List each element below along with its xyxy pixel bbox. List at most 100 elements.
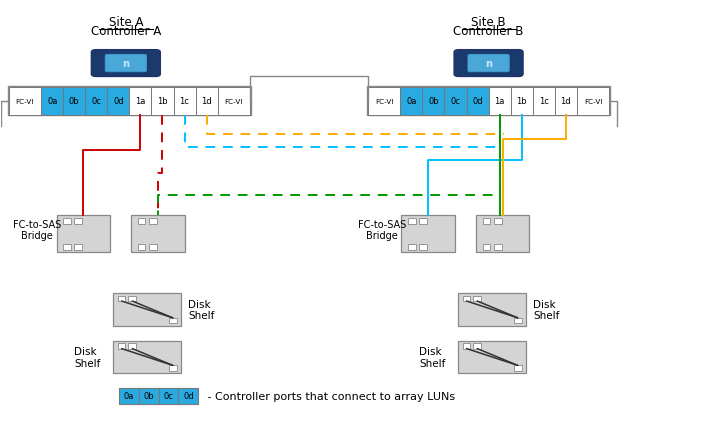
FancyBboxPatch shape — [63, 244, 71, 250]
FancyBboxPatch shape — [196, 88, 218, 116]
FancyBboxPatch shape — [41, 88, 64, 116]
Text: Site A: Site A — [109, 16, 143, 30]
Text: 1b: 1b — [157, 97, 168, 106]
FancyBboxPatch shape — [149, 244, 157, 250]
FancyBboxPatch shape — [131, 216, 184, 253]
FancyBboxPatch shape — [555, 88, 577, 116]
Text: Controller B: Controller B — [453, 25, 524, 38]
FancyBboxPatch shape — [419, 244, 427, 250]
Text: Controller A: Controller A — [91, 25, 161, 38]
FancyBboxPatch shape — [423, 88, 445, 116]
Text: 1a: 1a — [494, 97, 505, 106]
FancyBboxPatch shape — [118, 344, 126, 349]
FancyBboxPatch shape — [454, 50, 523, 77]
FancyBboxPatch shape — [114, 341, 181, 373]
FancyBboxPatch shape — [468, 55, 509, 72]
FancyBboxPatch shape — [129, 88, 151, 116]
Text: 1a: 1a — [135, 97, 146, 106]
FancyBboxPatch shape — [408, 218, 416, 224]
Text: 0c: 0c — [164, 391, 174, 401]
Text: 0b: 0b — [69, 97, 79, 106]
FancyBboxPatch shape — [401, 216, 455, 253]
FancyBboxPatch shape — [129, 296, 136, 301]
FancyBboxPatch shape — [473, 344, 481, 349]
FancyBboxPatch shape — [466, 88, 488, 116]
Text: FC-to-SAS
Bridge: FC-to-SAS Bridge — [13, 219, 61, 241]
FancyBboxPatch shape — [577, 88, 610, 116]
Text: n: n — [122, 59, 129, 69]
Text: 0c: 0c — [91, 97, 101, 106]
FancyBboxPatch shape — [408, 244, 416, 250]
FancyBboxPatch shape — [174, 88, 196, 116]
Text: FC-to-SAS
Bridge: FC-to-SAS Bridge — [358, 219, 406, 241]
FancyBboxPatch shape — [419, 218, 427, 224]
FancyBboxPatch shape — [458, 293, 526, 326]
FancyBboxPatch shape — [178, 388, 198, 404]
FancyBboxPatch shape — [476, 216, 530, 253]
Text: FC-VI: FC-VI — [584, 99, 603, 105]
FancyBboxPatch shape — [139, 388, 159, 404]
FancyBboxPatch shape — [105, 55, 146, 72]
FancyBboxPatch shape — [118, 296, 126, 301]
FancyBboxPatch shape — [129, 344, 136, 349]
FancyBboxPatch shape — [368, 88, 401, 116]
Text: 0a: 0a — [47, 97, 57, 106]
FancyBboxPatch shape — [473, 296, 481, 301]
FancyBboxPatch shape — [149, 218, 157, 224]
FancyBboxPatch shape — [218, 88, 251, 116]
FancyBboxPatch shape — [119, 388, 139, 404]
FancyBboxPatch shape — [445, 88, 466, 116]
FancyBboxPatch shape — [463, 296, 471, 301]
FancyBboxPatch shape — [463, 344, 471, 349]
FancyBboxPatch shape — [169, 318, 176, 323]
Text: FC-VI: FC-VI — [16, 99, 34, 105]
Text: 0b: 0b — [428, 97, 439, 106]
FancyBboxPatch shape — [138, 218, 146, 224]
FancyBboxPatch shape — [401, 88, 423, 116]
FancyBboxPatch shape — [367, 87, 610, 116]
FancyBboxPatch shape — [494, 218, 502, 224]
FancyBboxPatch shape — [458, 341, 526, 373]
FancyBboxPatch shape — [8, 87, 251, 116]
FancyBboxPatch shape — [494, 244, 502, 250]
Text: Site B: Site B — [471, 16, 506, 30]
Text: Disk
Shelf: Disk Shelf — [188, 299, 214, 320]
FancyBboxPatch shape — [74, 244, 82, 250]
FancyBboxPatch shape — [169, 365, 176, 371]
FancyBboxPatch shape — [514, 318, 522, 323]
Text: 0a: 0a — [124, 391, 134, 401]
FancyBboxPatch shape — [483, 218, 491, 224]
Text: 1d: 1d — [560, 97, 571, 106]
FancyBboxPatch shape — [483, 244, 491, 250]
Text: - Controller ports that connect to array LUNs: - Controller ports that connect to array… — [204, 391, 456, 401]
Text: 0d: 0d — [183, 391, 193, 401]
FancyBboxPatch shape — [56, 216, 110, 253]
FancyBboxPatch shape — [64, 88, 85, 116]
FancyBboxPatch shape — [533, 88, 555, 116]
Text: FC-VI: FC-VI — [225, 99, 243, 105]
FancyBboxPatch shape — [74, 218, 82, 224]
Text: n: n — [485, 59, 492, 69]
Text: 1c: 1c — [180, 97, 189, 106]
FancyBboxPatch shape — [114, 293, 181, 326]
Text: 0a: 0a — [406, 97, 416, 106]
FancyBboxPatch shape — [85, 88, 107, 116]
Text: 0d: 0d — [113, 97, 124, 106]
FancyBboxPatch shape — [511, 88, 533, 116]
Text: 0b: 0b — [144, 391, 154, 401]
Text: 1b: 1b — [516, 97, 527, 106]
FancyBboxPatch shape — [514, 365, 522, 371]
FancyBboxPatch shape — [138, 244, 146, 250]
FancyBboxPatch shape — [107, 88, 129, 116]
FancyBboxPatch shape — [488, 88, 511, 116]
FancyBboxPatch shape — [159, 388, 178, 404]
FancyBboxPatch shape — [63, 218, 71, 224]
Text: FC-VI: FC-VI — [375, 99, 393, 105]
FancyBboxPatch shape — [151, 88, 174, 116]
Text: Disk
Shelf: Disk Shelf — [419, 346, 446, 368]
Text: 1c: 1c — [539, 97, 548, 106]
Text: Disk
Shelf: Disk Shelf — [74, 346, 101, 368]
Text: 0d: 0d — [472, 97, 483, 106]
FancyBboxPatch shape — [91, 50, 161, 77]
Text: 0c: 0c — [451, 97, 461, 106]
